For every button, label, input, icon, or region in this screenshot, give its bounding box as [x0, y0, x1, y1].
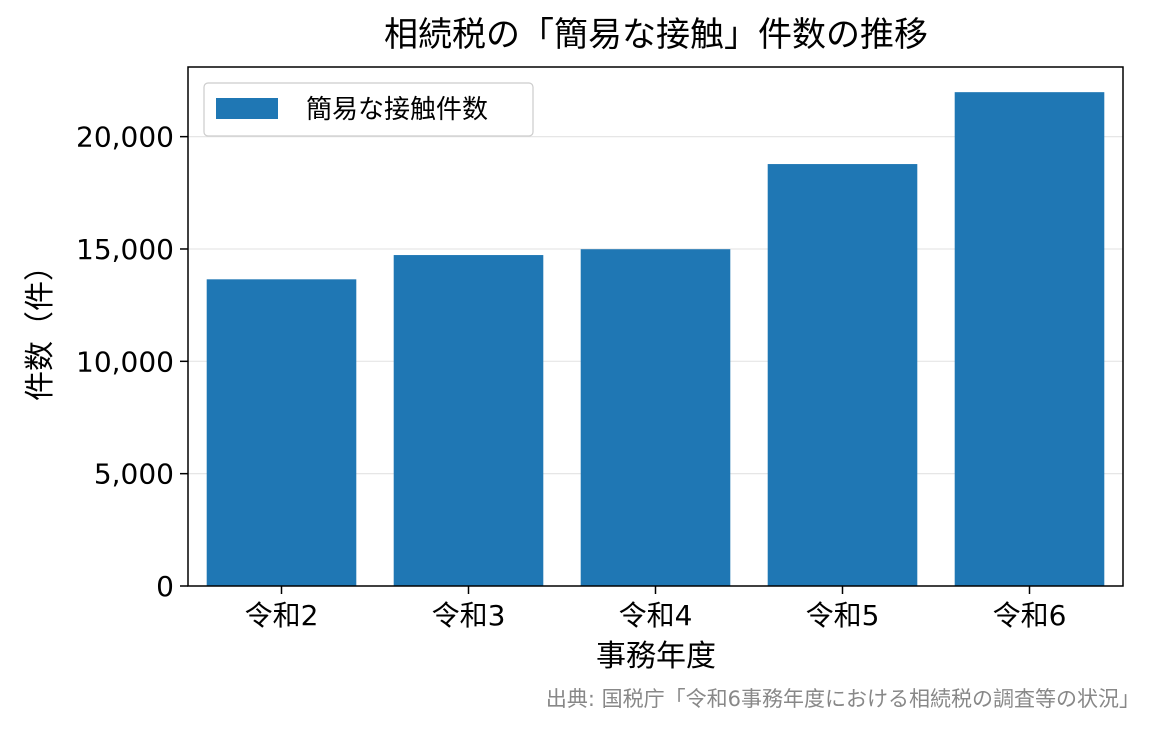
legend-label: 簡易な接触件数	[306, 95, 488, 125]
bar-2	[393, 255, 544, 586]
y-tick-label: 5,000	[94, 458, 174, 491]
x-tick-label: 令和4	[619, 599, 693, 632]
x-tick-label: 令和6	[993, 599, 1067, 632]
legend-frame	[203, 82, 534, 137]
y-tick-label: 0	[156, 570, 174, 603]
x-tick-label: 令和3	[432, 599, 506, 632]
bar-4	[767, 164, 918, 586]
y-tick-label: 10,000	[76, 345, 174, 378]
legend-swatch	[216, 98, 278, 119]
source-note: 出典: 国税庁「令和6事務年度における相続税の調査等の状況」	[546, 687, 1140, 711]
chart-title: 相続税の「簡易な接触」件数の推移	[384, 15, 928, 55]
axes: 0 5,000 10,000 15,000 20,000 令和2 令和3 令和4 令和5 令和6	[76, 121, 1066, 632]
bar-3	[580, 249, 731, 587]
legend: 簡易な接触件数	[203, 82, 534, 137]
bar-5	[954, 92, 1105, 586]
x-tick-label: 令和2	[245, 599, 319, 632]
bars	[206, 92, 1105, 587]
y-axis-label: 件数（件）	[23, 251, 58, 401]
x-tick-label: 令和5	[806, 599, 880, 632]
y-tick-label: 15,000	[76, 233, 174, 266]
bar-1	[206, 279, 357, 586]
x-axis-label: 事務年度	[596, 639, 716, 674]
y-tick-label: 20,000	[76, 121, 174, 154]
